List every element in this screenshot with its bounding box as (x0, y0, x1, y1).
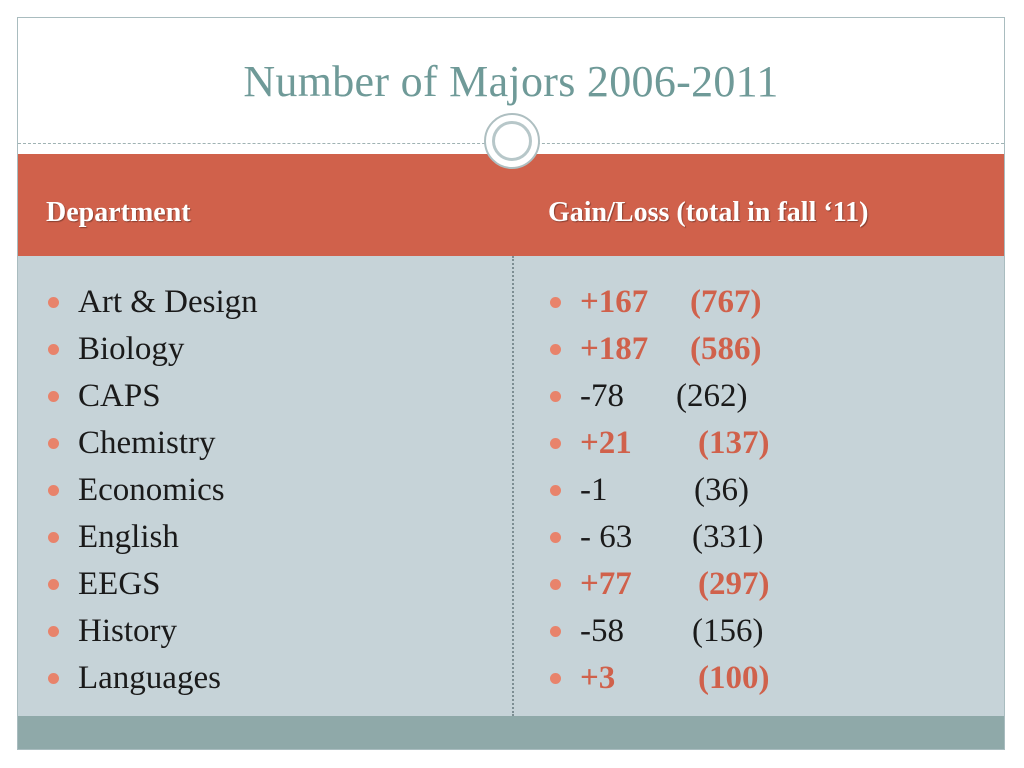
department-name: Chemistry (78, 425, 216, 461)
list-item: CAPS (48, 378, 258, 425)
list-item: +187 (586) (550, 331, 769, 378)
total-value: (36) (694, 472, 749, 508)
list-item: - 63 (331) (550, 519, 769, 566)
column-divider (512, 256, 514, 716)
list-item: Economics (48, 472, 258, 519)
list-item: Languages (48, 660, 258, 707)
list-item: Chemistry (48, 425, 258, 472)
change-value: - 63 (580, 519, 633, 555)
list-item: +21 (137) (550, 425, 769, 472)
bullet-icon (550, 485, 561, 496)
bullet-icon (48, 391, 59, 402)
bullet-icon (48, 297, 59, 308)
bullet-icon (550, 626, 561, 637)
total-value: (331) (692, 519, 764, 555)
total-value: (262) (676, 378, 748, 414)
change-list: +167 (767) +187 (586) -78 (262) +21 (137) -1… (550, 284, 769, 707)
table-header: Department Gain/Loss (total in fall ‘11) (18, 154, 1004, 256)
bullet-icon (48, 579, 59, 590)
list-item: Art & Design (48, 284, 258, 331)
total-value: (137) (698, 425, 770, 461)
bullet-icon (550, 438, 561, 449)
department-name: Art & Design (78, 284, 258, 320)
list-item: -1 (36) (550, 472, 769, 519)
change-value: +167 (580, 284, 649, 320)
bullet-icon (48, 673, 59, 684)
department-name: English (78, 519, 179, 555)
list-item: History (48, 613, 258, 660)
department-name: EEGS (78, 566, 161, 602)
list-item: English (48, 519, 258, 566)
slide: Number of Majors 2006-2011 Department Ga… (17, 17, 1005, 750)
circle-ornament-inner (492, 121, 532, 161)
table-body (18, 256, 1004, 716)
department-name: Biology (78, 331, 185, 367)
change-value: -1 (580, 472, 608, 508)
total-value: (297) (698, 566, 770, 602)
list-item: +3 (100) (550, 660, 769, 707)
bullet-icon (550, 297, 561, 308)
bullet-icon (48, 344, 59, 355)
department-name: History (78, 613, 177, 649)
bullet-icon (550, 391, 561, 402)
bullet-icon (550, 673, 561, 684)
header-gain-loss: Gain/Loss (total in fall ‘11) (548, 197, 869, 228)
department-list: Art & Design Biology CAPS Chemistry Econ… (48, 284, 258, 707)
total-value: (586) (690, 331, 762, 367)
change-value: +77 (580, 566, 632, 602)
list-item: -58 (156) (550, 613, 769, 660)
change-value: +187 (580, 331, 649, 367)
list-item: +77 (297) (550, 566, 769, 613)
department-name: CAPS (78, 378, 161, 414)
total-value: (100) (698, 660, 770, 696)
slide-title: Number of Majors 2006-2011 (243, 57, 779, 106)
header-department: Department (46, 197, 191, 228)
change-value: +21 (580, 425, 632, 461)
change-value: +3 (580, 660, 616, 696)
bullet-icon (550, 579, 561, 590)
bullet-icon (48, 485, 59, 496)
total-value: (156) (692, 613, 764, 649)
change-value: -58 (580, 613, 624, 649)
bullet-icon (48, 438, 59, 449)
bullet-icon (550, 532, 561, 543)
bullet-icon (550, 344, 561, 355)
change-value: -78 (580, 378, 624, 414)
bullet-icon (48, 532, 59, 543)
list-item: +167 (767) (550, 284, 769, 331)
total-value: (767) (690, 284, 762, 320)
bullet-icon (48, 626, 59, 637)
list-item: EEGS (48, 566, 258, 613)
list-item: -78 (262) (550, 378, 769, 425)
list-item: Biology (48, 331, 258, 378)
department-name: Economics (78, 472, 225, 508)
circle-ornament (484, 113, 540, 169)
department-name: Languages (78, 660, 221, 696)
footer-bar (18, 716, 1004, 749)
